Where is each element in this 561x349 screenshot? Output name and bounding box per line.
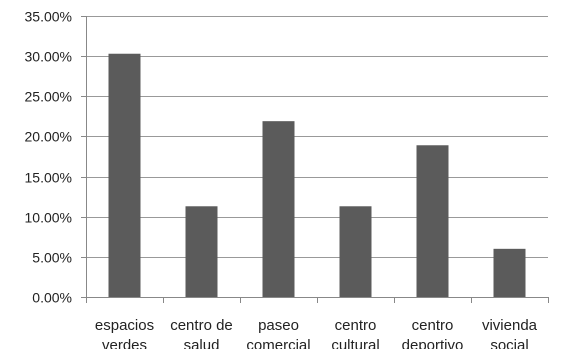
- x-category-label: paseo comercial: [246, 317, 310, 349]
- x-category-label-line: vivienda: [482, 317, 538, 334]
- x-category-label: centro de salud: [170, 317, 233, 349]
- y-tick-label: 5.00%: [32, 250, 72, 266]
- y-tick-label: 15.00%: [25, 170, 72, 186]
- y-tick-labels: 0.00% 5.00% 10.00% 15.00% 20.00% 25.00% 30.00%…: [25, 9, 72, 306]
- x-category-label-line: espacios: [95, 317, 154, 334]
- y-tick-label: 25.00%: [25, 89, 72, 105]
- y-tick-label: 20.00%: [25, 129, 72, 145]
- x-category-label-line: centro de: [170, 317, 233, 334]
- x-category-label-line: deportivo: [402, 337, 464, 349]
- bar: [416, 145, 449, 297]
- x-category-label-line: centro: [335, 317, 377, 334]
- x-category-label-line: comercial: [246, 337, 310, 349]
- bars: [108, 53, 526, 298]
- x-category-label: espacios verdes: [95, 317, 154, 349]
- x-category-label: vivienda social: [482, 317, 538, 349]
- x-category-label-line: salud: [184, 337, 220, 349]
- axes: [81, 16, 549, 303]
- gridlines: [86, 16, 548, 258]
- x-category-label: centro cultural: [331, 317, 379, 349]
- bar: [493, 248, 526, 297]
- x-category-label-line: verdes: [102, 337, 147, 349]
- x-category-label-line: paseo: [258, 317, 299, 334]
- y-tick-label: 35.00%: [25, 9, 72, 25]
- bar: [185, 206, 218, 297]
- y-tick-label: 0.00%: [32, 290, 72, 306]
- x-category-label-line: social: [490, 337, 528, 349]
- x-category-labels: espacios verdes centro de salud paseo comerci…: [95, 317, 538, 349]
- y-tick-label: 30.00%: [25, 49, 72, 65]
- y-tick-label: 10.00%: [25, 210, 72, 226]
- bar: [108, 53, 141, 298]
- x-category-label-line: centro: [412, 317, 454, 334]
- bar: [339, 206, 372, 297]
- bar: [262, 121, 295, 297]
- x-category-label-line: cultural: [331, 337, 379, 349]
- x-category-label: centro deportivo: [402, 317, 464, 349]
